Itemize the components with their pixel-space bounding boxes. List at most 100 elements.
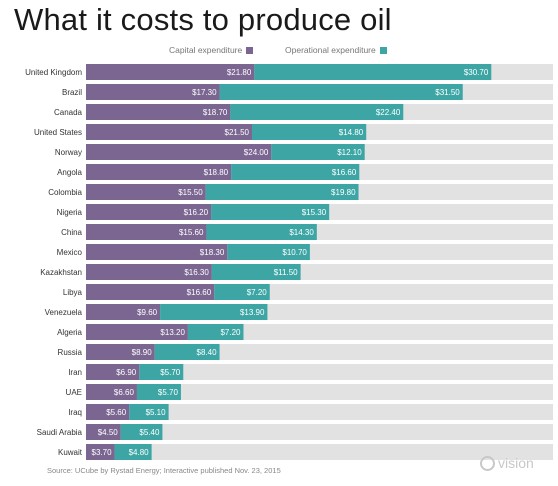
data-label-opex-nigeria: $15.30: [302, 208, 327, 217]
bar-opex-mexico: [227, 244, 310, 260]
bar-capex-saudi-arabia: [86, 424, 121, 440]
category-label-kazakhstan: Kazakhstan: [40, 268, 82, 277]
chart-title: What it costs to produce oil: [14, 2, 392, 37]
bar-opex-venezuela: [160, 304, 268, 320]
category-label-algeria: Algeria: [57, 328, 82, 337]
bar-opex-kuwait: [114, 444, 152, 460]
data-label-capex-mexico: $18.30: [200, 248, 225, 257]
data-label-capex-iraq: $5.60: [106, 408, 127, 417]
data-label-capex-russia: $8.90: [132, 348, 153, 357]
data-label-opex-united-kingdom: $30.70: [464, 68, 489, 77]
category-label-libya: Libya: [63, 288, 83, 297]
data-label-opex-iraq: $5.10: [146, 408, 167, 417]
bar-opex-united-states: [251, 124, 367, 140]
data-label-capex-angola: $18.80: [204, 168, 229, 177]
data-label-capex-united-states: $21.50: [225, 128, 250, 137]
bar-capex-brazil: [86, 84, 220, 100]
data-label-capex-nigeria: $16.20: [184, 208, 209, 217]
bar-capex-kazakhstan: [86, 264, 212, 280]
category-label-venezuela: Venezuela: [45, 308, 83, 317]
legend-swatch-capex: [246, 46, 254, 54]
category-label-kuwait: Kuwait: [58, 448, 83, 457]
category-label-saudi-arabia: Saudi Arabia: [37, 428, 83, 437]
category-label-canada: Canada: [54, 108, 83, 117]
data-label-opex-libya: $7.20: [247, 288, 268, 297]
data-label-opex-colombia: $19.80: [331, 188, 356, 197]
bar-capex-mexico: [86, 244, 228, 260]
bar-opex-saudi-arabia: [120, 424, 163, 440]
bar-track-iraq: [86, 404, 553, 420]
bar-capex-iran: [86, 364, 140, 380]
bar-capex-united-kingdom: [86, 64, 255, 80]
category-label-russia: Russia: [58, 348, 83, 357]
data-label-opex-venezuela: $13.90: [240, 308, 265, 317]
bar-track-uae: [86, 384, 553, 400]
bar-capex-venezuela: [86, 304, 161, 320]
legend-capital-expenditure: Capital expenditure: [169, 43, 254, 57]
bar-opex-russia: [154, 344, 220, 360]
data-label-capex-kazakhstan: $16.30: [184, 268, 209, 277]
bar-opex-uae: [136, 384, 181, 400]
category-label-angola: Angola: [57, 168, 82, 177]
bar-opex-colombia: [205, 184, 359, 200]
data-label-capex-algeria: $13.20: [160, 328, 185, 337]
data-label-opex-united-states: $14.80: [339, 128, 364, 137]
bar-opex-libya: [214, 284, 270, 300]
data-label-opex-china: $14.30: [289, 228, 314, 237]
bar-track-iran: [86, 364, 553, 380]
bar-opex-brazil: [219, 84, 463, 100]
bar-capex-colombia: [86, 184, 206, 200]
data-label-capex-colombia: $15.50: [178, 188, 203, 197]
category-label-brazil: Brazil: [62, 88, 82, 97]
data-label-capex-norway: $24.00: [244, 148, 269, 157]
category-label-nigeria: Nigeria: [57, 208, 83, 217]
bar-chart: United Kingdom $21.80 $30.70 Brazil $17.30 $3…: [25, 64, 553, 460]
bar-capex-norway: [86, 144, 272, 160]
bar-capex-kuwait: [86, 444, 115, 460]
data-label-capex-uae: $6.60: [114, 388, 135, 397]
data-label-opex-brazil: $31.50: [435, 88, 460, 97]
bar-capex-libya: [86, 284, 215, 300]
bar-opex-united-kingdom: [254, 64, 492, 80]
data-label-opex-algeria: $7.20: [220, 328, 241, 337]
bar-capex-algeria: [86, 324, 188, 340]
data-label-capex-united-kingdom: $21.80: [227, 68, 252, 77]
data-label-opex-norway: $12.10: [337, 148, 362, 157]
bar-opex-angola: [231, 164, 360, 180]
legend-label-opex: Operational expenditure: [285, 45, 376, 55]
data-label-capex-saudi-arabia: $4.50: [98, 428, 119, 437]
data-label-capex-brazil: $17.30: [192, 88, 217, 97]
bar-track-saudi-arabia: [86, 424, 553, 440]
bar-track-kuwait: [86, 444, 553, 460]
category-label-colombia: Colombia: [48, 188, 82, 197]
data-label-opex-mexico: $10.70: [282, 248, 307, 257]
data-label-opex-uae: $5.70: [158, 388, 179, 397]
data-label-capex-canada: $18.70: [203, 108, 228, 117]
source-note: Source: UCube by Rystad Energy; Interact…: [47, 466, 281, 475]
legend-swatch-opex: [379, 46, 387, 54]
category-label-iraq: Iraq: [68, 408, 82, 417]
bar-opex-nigeria: [211, 204, 330, 220]
category-label-uae: UAE: [66, 388, 82, 397]
data-label-capex-venezuela: $9.60: [137, 308, 158, 317]
data-label-opex-saudi-arabia: $5.40: [139, 428, 160, 437]
data-label-opex-iran: $5.70: [160, 368, 181, 377]
data-label-opex-kazakhstan: $11.50: [274, 268, 298, 277]
bar-opex-kazakhstan: [211, 264, 301, 280]
data-label-capex-china: $15.60: [179, 228, 204, 237]
bar-opex-canada: [230, 104, 404, 120]
category-label-united-kingdom: United Kingdom: [25, 68, 82, 77]
bar-opex-norway: [271, 144, 365, 160]
watermark-text: vision: [498, 455, 534, 471]
bar-opex-iraq: [129, 404, 169, 420]
data-label-opex-russia: $8.40: [197, 348, 218, 357]
bar-capex-uae: [86, 384, 137, 400]
bar-opex-china: [206, 224, 317, 240]
data-label-capex-libya: $16.60: [187, 288, 212, 297]
bar-capex-iraq: [86, 404, 130, 420]
category-label-mexico: Mexico: [57, 248, 83, 257]
data-label-opex-canada: $22.40: [376, 108, 401, 117]
watermark-logo: vision: [480, 455, 534, 471]
legend-label-capex: Capital expenditure: [169, 45, 243, 55]
category-label-norway: Norway: [55, 148, 82, 157]
